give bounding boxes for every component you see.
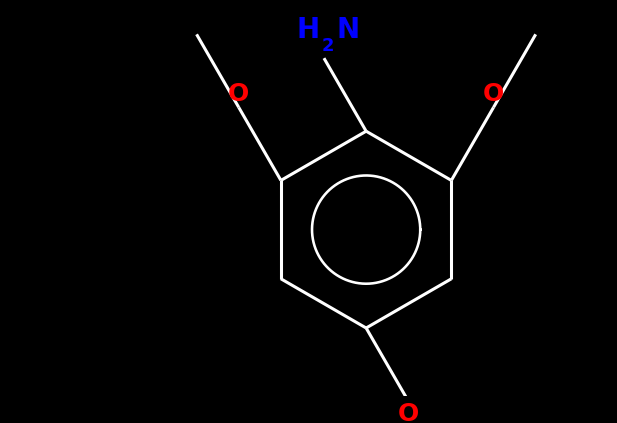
Text: N: N [336, 16, 359, 44]
Text: O: O [398, 402, 419, 423]
Text: H: H [296, 16, 319, 44]
Text: O: O [483, 82, 504, 106]
Text: O: O [228, 82, 249, 106]
Text: 2: 2 [321, 37, 334, 55]
